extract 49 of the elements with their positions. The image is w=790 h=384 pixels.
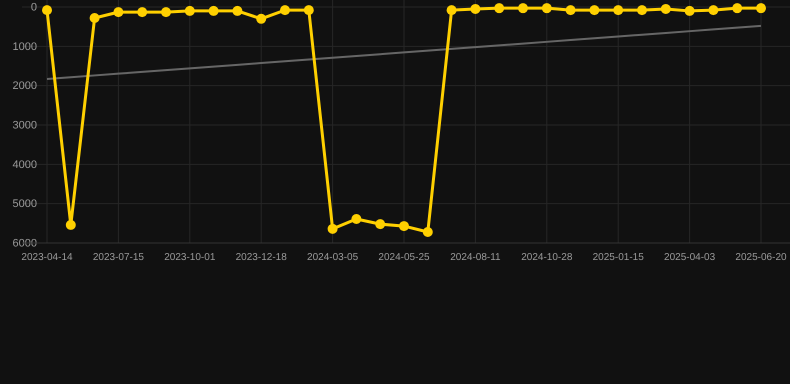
line-series	[46, 24, 762, 80]
point	[232, 6, 242, 16]
point	[660, 4, 671, 14]
point	[446, 5, 457, 16]
point	[208, 6, 219, 16]
y-tick-label: 4000	[12, 158, 37, 171]
point	[518, 3, 528, 14]
point	[256, 14, 266, 24]
point	[494, 3, 504, 14]
y-tick-label: 5000	[12, 198, 37, 210]
point	[304, 5, 314, 16]
x-tick-label: 2024-08-11	[450, 252, 502, 264]
point	[542, 3, 552, 14]
x-tick-label: 2023-10-01	[164, 252, 216, 264]
point	[280, 5, 290, 16]
y-tick-label: 1000	[12, 40, 37, 53]
point	[399, 221, 409, 232]
point	[708, 5, 718, 16]
x-tick-label: 2023-12-18	[236, 252, 288, 264]
y-tick-label: 0	[30, 2, 37, 14]
point	[137, 7, 148, 18]
x-tick-label: 2024-10-28	[521, 252, 573, 264]
x-tick-label: 2025-06-20	[735, 252, 788, 264]
x-tick-label: 2025-01-15	[592, 252, 644, 264]
point	[613, 5, 624, 16]
point	[589, 5, 600, 16]
point	[422, 226, 433, 237]
x-tick-label: 2023-04-14	[21, 252, 74, 264]
x-tick-label: 2024-03-05	[307, 252, 359, 264]
point	[184, 6, 195, 16]
point	[42, 5, 52, 16]
point	[90, 13, 100, 24]
point	[684, 6, 695, 16]
point	[161, 7, 171, 18]
point	[351, 214, 362, 224]
point	[375, 219, 386, 230]
point	[66, 220, 76, 230]
point	[566, 5, 576, 16]
x-tick-label: 2024-05-25	[378, 252, 430, 264]
x-tick-label: 2023-07-15	[92, 252, 144, 264]
point	[328, 224, 338, 234]
point	[637, 5, 647, 16]
point	[113, 7, 124, 18]
point	[756, 3, 766, 14]
y-tick-label: 3000	[12, 120, 37, 132]
point	[732, 3, 742, 14]
y-tick-label: 2000	[12, 80, 37, 92]
x-tick-label: 2025-04-03	[664, 252, 716, 264]
point	[470, 4, 480, 14]
